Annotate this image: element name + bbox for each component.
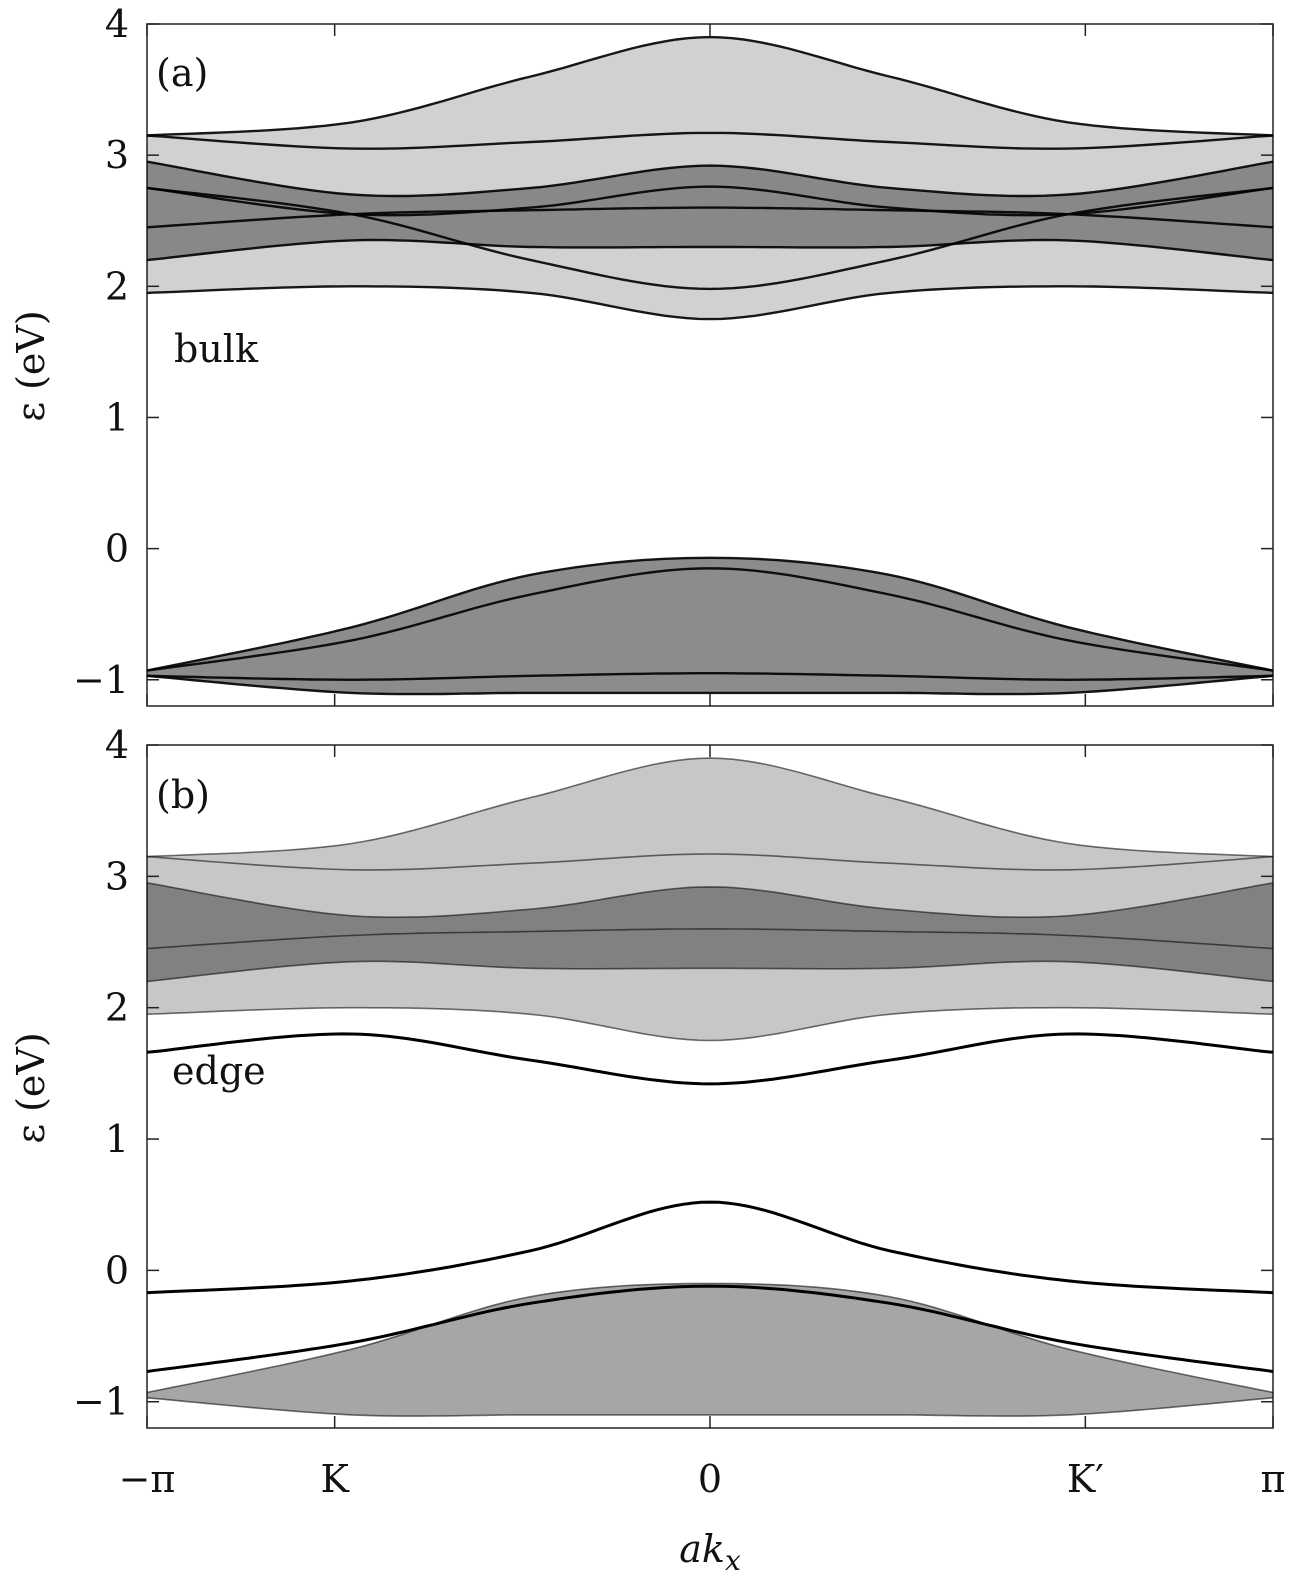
panel-b-edge: 4 3 2 1 0 −1 (b) edge ε (eV) (9, 723, 1274, 1429)
band-line-upper-2.3 (147, 238, 1273, 262)
band-line-upper-2.9 (147, 160, 1273, 198)
y-tick-label: 0 (105, 527, 129, 571)
x-axis-title-sub: x (725, 1544, 741, 1577)
band-line-upper-3.15 (147, 131, 1273, 150)
y-tick-label: −1 (73, 658, 129, 702)
band-line-lower-bottom (147, 674, 1273, 696)
band-line-lower-mid (147, 567, 1273, 672)
edge-state-bottom-line (147, 1284, 1273, 1373)
upper-band-density (147, 37, 1273, 320)
lower-band-density (147, 557, 1273, 695)
panel-a-bulk: 4 3 2 1 0 −1 (a) bulk ε (eV) (9, 2, 1274, 707)
panel-a-annotation: bulk (174, 327, 259, 371)
panel-a-frame (146, 23, 1274, 707)
band-line-upper-3.15 (147, 853, 1273, 871)
edge-state-upper-line (147, 1032, 1273, 1086)
band-line-lower-bottom (147, 1397, 1273, 1417)
band-line-upper-2.3 (147, 960, 1273, 983)
panel-a-ticks: 4 3 2 1 0 −1 (73, 2, 1274, 706)
band-line-upper-top (147, 35, 1273, 137)
x-tick-label: K′ (1067, 1457, 1104, 1501)
panel-b-band-lines (147, 757, 1273, 1417)
x-tick-label: π (1261, 1457, 1286, 1501)
band-line-upper-cross-1 (147, 186, 1273, 291)
x-tick-labels: −π K 0 K′ π (119, 1457, 1286, 1501)
panel-b-ticks: 4 3 2 1 0 −1 (73, 723, 1274, 1428)
band-line-lower-top (147, 556, 1273, 672)
y-tick-label: 1 (105, 1117, 129, 1161)
y-tick-label: 2 (105, 264, 129, 308)
x-axis-title: akx (679, 1527, 741, 1577)
upper-band-core-density (147, 882, 1273, 982)
panel-b-edge-state-lines (147, 1032, 1273, 1373)
panel-b-ylabel: ε (eV) (9, 1032, 53, 1143)
panel-a-density-fills (147, 37, 1273, 695)
band-line-upper-2.9 (147, 882, 1273, 918)
band-line-lower-flat (147, 672, 1273, 682)
band-line-lower-top (147, 1282, 1273, 1394)
panel-b-label: (b) (156, 773, 210, 817)
panel-b-annotation: edge (172, 1049, 266, 1093)
band-line-upper-bottom (147, 1006, 1273, 1042)
y-tick-label: 4 (105, 2, 129, 46)
y-tick-label: 3 (105, 854, 129, 898)
band-line-upper-top (147, 757, 1273, 858)
upper-band-density (147, 758, 1273, 1041)
y-tick-label: 0 (105, 1248, 129, 1292)
panel-a-label: (a) (156, 51, 208, 95)
x-axis-title-main: ak (679, 1527, 725, 1571)
edge-state-lower-line (147, 1200, 1273, 1295)
x-tick-label: K (320, 1457, 349, 1501)
y-tick-label: 4 (105, 723, 129, 767)
y-tick-label: −1 (73, 1380, 129, 1424)
x-tick-label: −π (119, 1457, 176, 1501)
y-tick-label: 2 (105, 986, 129, 1030)
panel-b-frame (146, 744, 1274, 1429)
band-line-upper-2.6 (147, 928, 1273, 950)
x-tick-label: 0 (698, 1457, 722, 1501)
band-line-upper-bottom (147, 285, 1273, 321)
lower-band-density (147, 1283, 1273, 1417)
panel-a-band-lines (147, 35, 1273, 696)
upper-band-core-density (147, 161, 1273, 261)
panel-b-density-fills (147, 758, 1273, 1417)
y-tick-label: 3 (105, 133, 129, 177)
y-tick-label: 1 (105, 395, 129, 439)
panel-a-ylabel: ε (eV) (9, 310, 53, 421)
